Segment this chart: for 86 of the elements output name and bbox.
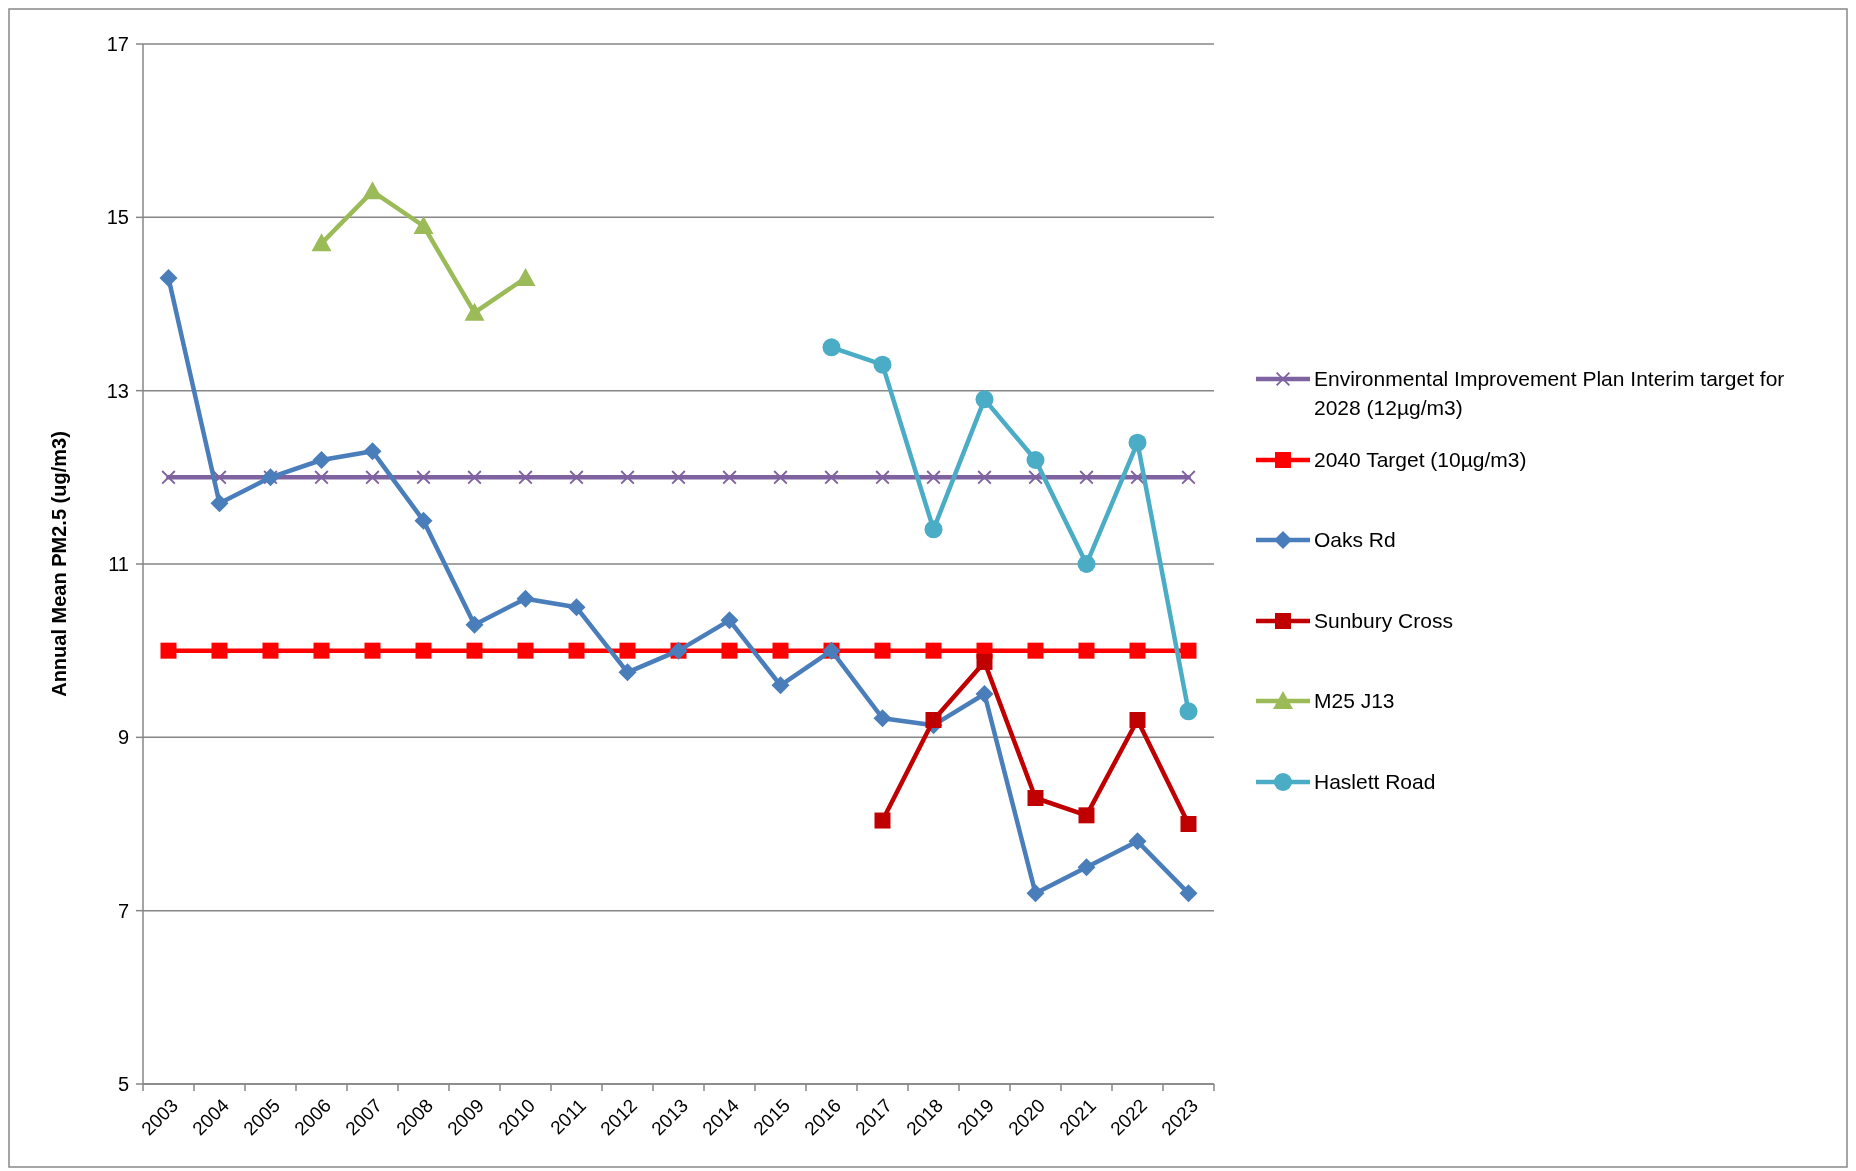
point: [518, 470, 533, 485]
point: [517, 642, 534, 659]
point: [568, 642, 585, 659]
point: [722, 470, 737, 485]
point: [1128, 832, 1147, 851]
point: [619, 642, 636, 659]
point: [874, 812, 891, 829]
point: [1180, 642, 1197, 659]
point: [363, 442, 382, 461]
point: [160, 642, 177, 659]
point: [618, 663, 637, 682]
point: [210, 494, 229, 513]
point: [211, 642, 228, 659]
point: [466, 642, 483, 659]
point: [875, 470, 890, 485]
y-tick-label: 11: [108, 553, 129, 575]
point: [465, 615, 484, 634]
legend-label: Sunbury Cross: [1314, 609, 1453, 633]
point: [311, 233, 332, 252]
point: [312, 451, 331, 469]
point: [773, 470, 788, 485]
y-tick-label: 9: [117, 726, 129, 749]
point: [1179, 884, 1198, 903]
point: [926, 470, 941, 485]
point: [1128, 433, 1147, 452]
point: [671, 470, 686, 485]
legend-label: Environmental Improvement Plan Interim target for 2028 (12µg/m3): [1314, 367, 1785, 419]
point: [771, 676, 790, 695]
point: [620, 470, 635, 485]
point: [721, 642, 738, 659]
point: [159, 269, 178, 287]
point: [1179, 702, 1198, 721]
point: [925, 712, 942, 728]
point: [1078, 807, 1095, 824]
point: [924, 520, 943, 539]
point: [413, 216, 434, 234]
y-tick-label: 5: [117, 1073, 129, 1095]
point: [720, 611, 739, 630]
point: [1027, 642, 1044, 659]
point: [873, 709, 892, 728]
legend-label: Haslett Road: [1314, 770, 1436, 794]
point: [365, 470, 380, 485]
y-tick-label: 7: [117, 899, 129, 922]
y-tick-label: 13: [106, 379, 129, 402]
point: [824, 470, 839, 485]
point: [1129, 712, 1146, 728]
legend-label: 2040 Target (10µg/m3): [1314, 448, 1527, 472]
point: [569, 470, 584, 485]
point: [314, 470, 329, 485]
point: [1079, 470, 1094, 485]
point: [873, 355, 892, 374]
point: [975, 685, 994, 703]
point: [925, 642, 942, 659]
point: [567, 598, 586, 617]
point: [1026, 451, 1045, 469]
point: [874, 642, 891, 659]
point: [313, 642, 330, 659]
point: [976, 653, 993, 670]
point: [416, 470, 431, 485]
point: [1181, 470, 1196, 485]
point: [364, 642, 381, 659]
point: [1077, 555, 1096, 573]
point: [1026, 884, 1045, 903]
point: [516, 589, 535, 608]
point: [467, 470, 482, 485]
point: [1129, 642, 1146, 659]
point: [772, 642, 789, 659]
point: [977, 470, 992, 485]
point: [414, 511, 433, 530]
point: [1180, 816, 1197, 832]
legend-label: M25 J13: [1314, 689, 1395, 713]
y-tick-label: 17: [106, 33, 129, 55]
point: [464, 302, 485, 321]
point: [1077, 858, 1096, 877]
point: [262, 642, 279, 659]
point: [1078, 642, 1095, 659]
point: [515, 268, 536, 286]
legend-label: Oaks Rd: [1314, 528, 1396, 552]
point: [1027, 790, 1044, 806]
point: [415, 642, 432, 659]
point: [975, 390, 994, 409]
y-tick-label: 15: [106, 206, 129, 229]
point: [161, 470, 176, 485]
point: [362, 181, 383, 200]
y-axis-title: Annual Mean PM2.5 (ug/m3): [48, 431, 70, 697]
point: [822, 338, 841, 357]
